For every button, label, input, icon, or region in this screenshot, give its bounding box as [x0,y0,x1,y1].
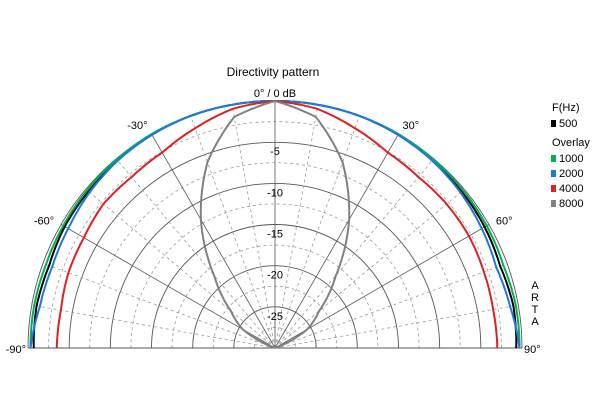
legend-item-1000: 1000 [559,153,583,165]
grid-spoke [42,263,276,349]
polar-grid [27,100,523,349]
radial-tick-label: -10 [267,187,283,199]
side-label-letter: R [531,292,539,304]
angle-tick-label: 90° [524,344,541,356]
grid-spoke [231,104,276,349]
radial-tick-label: -15 [267,229,283,241]
angle-tick-label: 30° [403,120,420,132]
legend-item-8000: 8000 [559,198,583,210]
grid-spoke [274,188,465,349]
legend-heading: F(Hz) [552,102,580,114]
legend-swatch-4000 [551,185,556,192]
grid-spoke [274,224,490,349]
radial-tick-label: -25 [267,311,283,323]
angle-tick-label: -60° [34,216,54,228]
grid-ring-minor [171,244,379,349]
grid-spoke [85,188,276,349]
grid-spoke [274,133,399,349]
legend-swatch-8000 [551,200,556,207]
legend: F(Hz) 500 Overlay 1000 2000 4000 8000 [551,102,590,210]
side-label-letter: A [531,316,539,328]
grid-ring-minor [130,203,420,349]
angle-tick-label: -90° [6,344,26,356]
side-label-letter: A [531,280,539,292]
radial-tick-label: -20 [267,270,283,282]
grid-spoke [60,224,276,349]
legend-item-4000: 4000 [559,183,583,195]
angle-tick-label: -30° [127,120,147,132]
legend-overlay-heading: Overlay [552,137,590,149]
legend-item-2000: 2000 [559,168,583,180]
grid-spoke [115,158,276,349]
grid-spoke [274,304,519,349]
series-group [29,100,521,349]
chart-title: Directivity pattern [227,65,320,79]
radial-tick-label: -5 [270,146,280,158]
grid-spoke [274,104,319,349]
grid-spoke [190,115,276,349]
legend-item-500: 500 [559,118,577,130]
grid-spoke [31,304,276,349]
series-line-8000 [199,100,351,349]
grid-spoke [151,133,276,349]
grid-spoke [274,263,508,349]
axis-labels: 0° / 0 dB -5 -10 -15 -20 -25 -90° -60° -30° 30° 60… [6,88,541,356]
legend-swatch-2000 [551,170,556,177]
legend-swatch-1000 [551,155,556,162]
radial-tick-label: 0° / 0 dB [254,88,296,100]
side-label-letter: T [532,304,539,316]
angle-tick-label: 60° [496,216,513,228]
grid-spoke [274,158,435,349]
grid-spoke [274,115,360,349]
legend-swatch-500 [551,120,556,127]
